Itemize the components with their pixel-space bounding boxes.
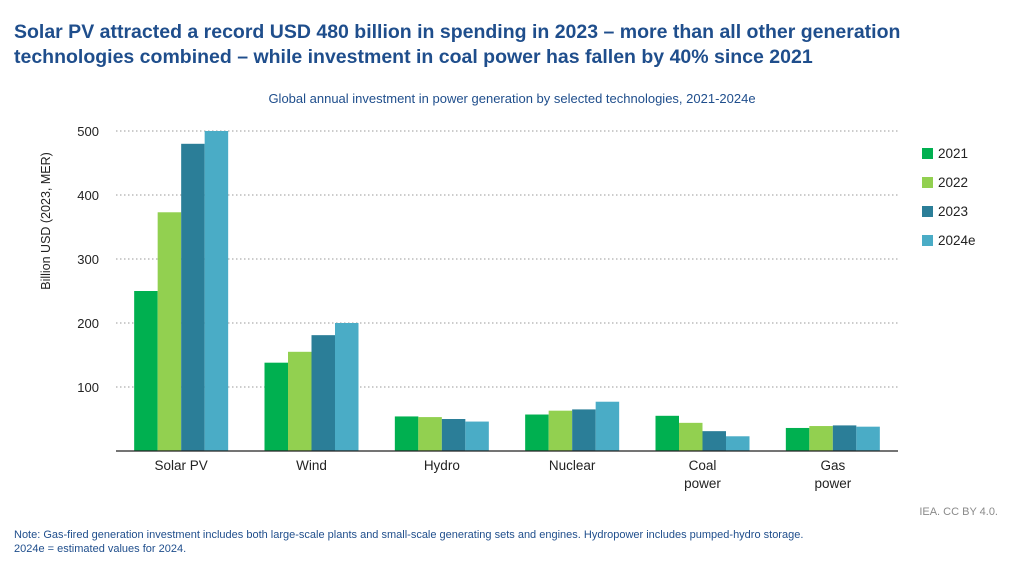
bar: [679, 422, 703, 451]
bar: [204, 131, 229, 451]
bar: [441, 419, 466, 451]
headline-line-2: technologies combined – while investment…: [14, 46, 813, 68]
headline: Solar PV attracted a record USD 480 bill…: [14, 20, 1014, 70]
x-tick-label: Hydro: [424, 458, 460, 473]
bar: [181, 143, 205, 452]
source-credit: IEA. CC BY 4.0.: [919, 506, 998, 518]
bar: [335, 323, 359, 451]
headline-line-1: Solar PV attracted a record USD 480 bill…: [14, 21, 901, 43]
bar: [785, 427, 810, 451]
bar: [525, 414, 549, 451]
bar: [856, 426, 880, 451]
bar: [832, 425, 857, 451]
legend-label: 2021: [938, 146, 968, 161]
legend-label: 2022: [938, 175, 968, 190]
note-line-2: 2024e = estimated values for 2024.: [14, 543, 187, 555]
y-tick-label: 200: [77, 316, 99, 331]
legend-label: 2023: [938, 204, 968, 219]
bar: [595, 401, 620, 451]
bar: [655, 415, 679, 451]
chart-title: Global annual investment in power genera…: [268, 91, 756, 106]
x-tick-label: Coal: [689, 458, 717, 473]
bar-chart: 100 200 300 400 500 Billion USD (2023, MER) So…: [39, 124, 976, 491]
x-tick-label: Wind: [296, 458, 327, 473]
y-tick-label: 100: [77, 380, 99, 395]
y-tick-label: 300: [77, 252, 99, 267]
bar: [264, 362, 288, 451]
bar: [548, 410, 573, 451]
legend-swatch: [922, 177, 933, 188]
bar: [394, 416, 419, 451]
x-tick-label: Nuclear: [549, 458, 596, 473]
bar: [134, 291, 158, 451]
y-axis-label: Billion USD (2023, MER): [39, 152, 53, 290]
legend-swatch: [922, 206, 933, 217]
x-tick-label: Solar PV: [155, 458, 208, 473]
legend-swatch: [922, 235, 933, 246]
legend-label: 2024e: [938, 233, 976, 248]
bar: [465, 421, 489, 451]
bar: [288, 351, 312, 451]
note-line-1: Note: Gas-fired generation investment in…: [14, 529, 804, 541]
y-tick-label: 400: [77, 188, 99, 203]
bar: [572, 409, 596, 451]
bar: [311, 335, 335, 451]
chart-note: Note: Gas-fired generation investment in…: [14, 528, 1004, 556]
x-tick-label: power: [684, 476, 721, 491]
bar: [418, 417, 442, 451]
legend-swatch: [922, 148, 933, 159]
bar: [809, 426, 833, 451]
y-tick-label: 500: [77, 124, 99, 139]
bar: [157, 212, 182, 451]
bar: [726, 436, 750, 451]
x-tick-label: Gas: [820, 458, 845, 473]
bar: [702, 431, 726, 451]
x-tick-label: power: [814, 476, 851, 491]
